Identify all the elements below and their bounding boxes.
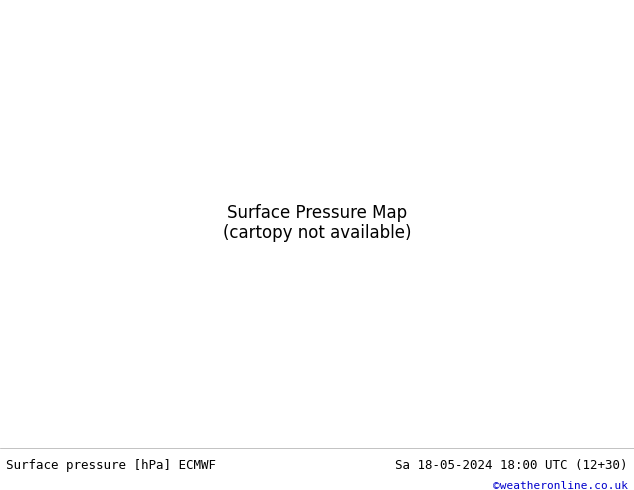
Text: Surface pressure [hPa] ECMWF: Surface pressure [hPa] ECMWF [6, 459, 216, 472]
Text: Sa 18-05-2024 18:00 UTC (12+30): Sa 18-05-2024 18:00 UTC (12+30) [395, 459, 628, 472]
Text: ©weatheronline.co.uk: ©weatheronline.co.uk [493, 481, 628, 490]
Text: Surface Pressure Map
(cartopy not available): Surface Pressure Map (cartopy not availa… [223, 203, 411, 243]
